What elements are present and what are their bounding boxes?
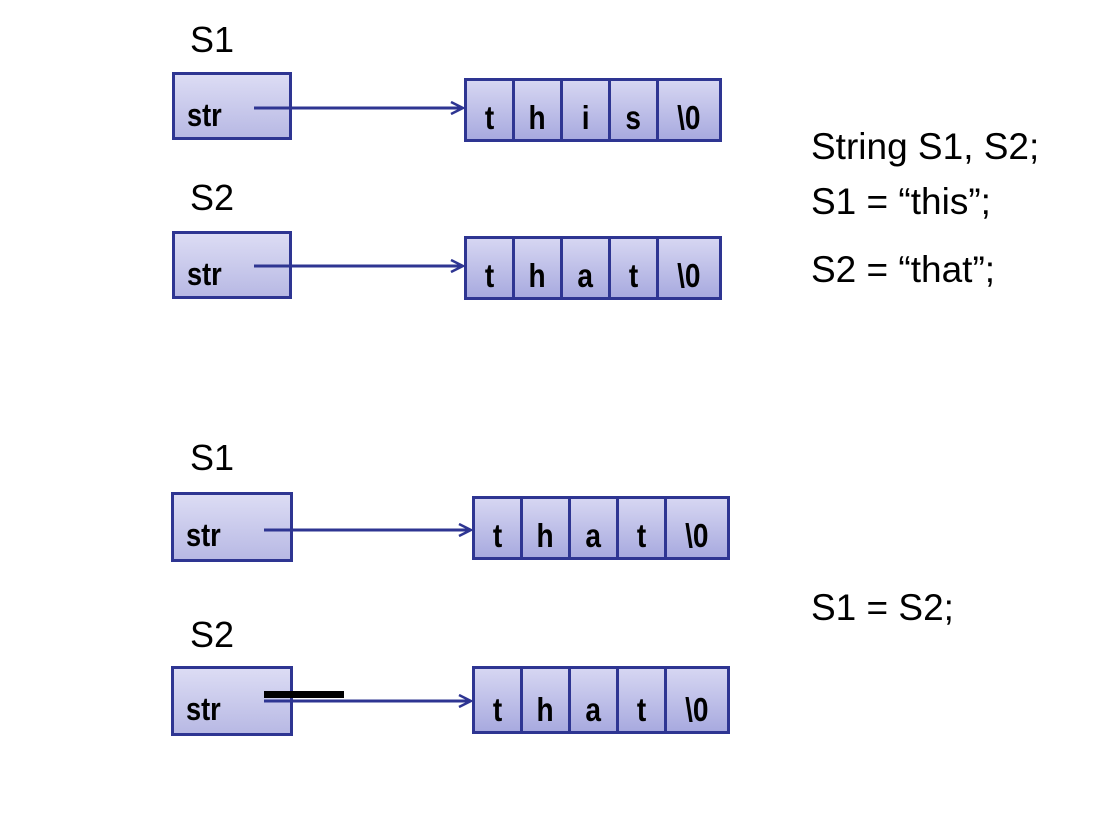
- char-cell: h: [523, 669, 571, 731]
- char-cell: s: [611, 81, 659, 139]
- char-cell: t: [475, 499, 523, 557]
- bottom-s2-array: t h a t \0: [472, 666, 730, 734]
- char-cell: a: [571, 669, 619, 731]
- char-cell: \0: [667, 499, 727, 557]
- code-line-assign-s1: S1 = “this”;: [811, 181, 991, 222]
- char-cell: t: [619, 499, 667, 557]
- top-s1-field: str: [187, 97, 222, 133]
- code-line-declare: String S1, S2;: [811, 126, 1040, 167]
- char-cell: t: [467, 239, 515, 297]
- null-pointer-mark: [264, 691, 344, 698]
- char-cell: h: [515, 239, 563, 297]
- top-s1-box: str: [172, 72, 292, 140]
- char-cell: t: [475, 669, 523, 731]
- bottom-s1-array: t h a t \0: [472, 496, 730, 560]
- char-cell: t: [611, 239, 659, 297]
- char-cell: h: [515, 81, 563, 139]
- char-cell: \0: [659, 81, 719, 139]
- char-cell: t: [619, 669, 667, 731]
- bottom-s2-label: S2: [190, 614, 235, 655]
- bottom-s1-box: str: [171, 492, 293, 562]
- code-line-assign-s2: S2 = “that”;: [811, 249, 996, 290]
- top-s1-label: S1: [190, 19, 235, 60]
- top-s2-array: t h a t \0: [464, 236, 722, 300]
- char-cell: h: [523, 499, 571, 557]
- char-cell: a: [571, 499, 619, 557]
- char-cell: \0: [667, 669, 727, 731]
- bottom-s1-label: S1: [190, 437, 235, 478]
- code-line-copy: S1 = S2;: [811, 587, 954, 628]
- bottom-s1-field: str: [186, 517, 221, 553]
- top-s2-field: str: [187, 256, 222, 292]
- top-s1-array: t h i s \0: [464, 78, 722, 142]
- char-cell: i: [563, 81, 611, 139]
- bottom-s2-field: str: [186, 691, 221, 727]
- char-cell: \0: [659, 239, 719, 297]
- top-s2-label: S2: [190, 177, 235, 218]
- char-cell: a: [563, 239, 611, 297]
- char-cell: t: [467, 81, 515, 139]
